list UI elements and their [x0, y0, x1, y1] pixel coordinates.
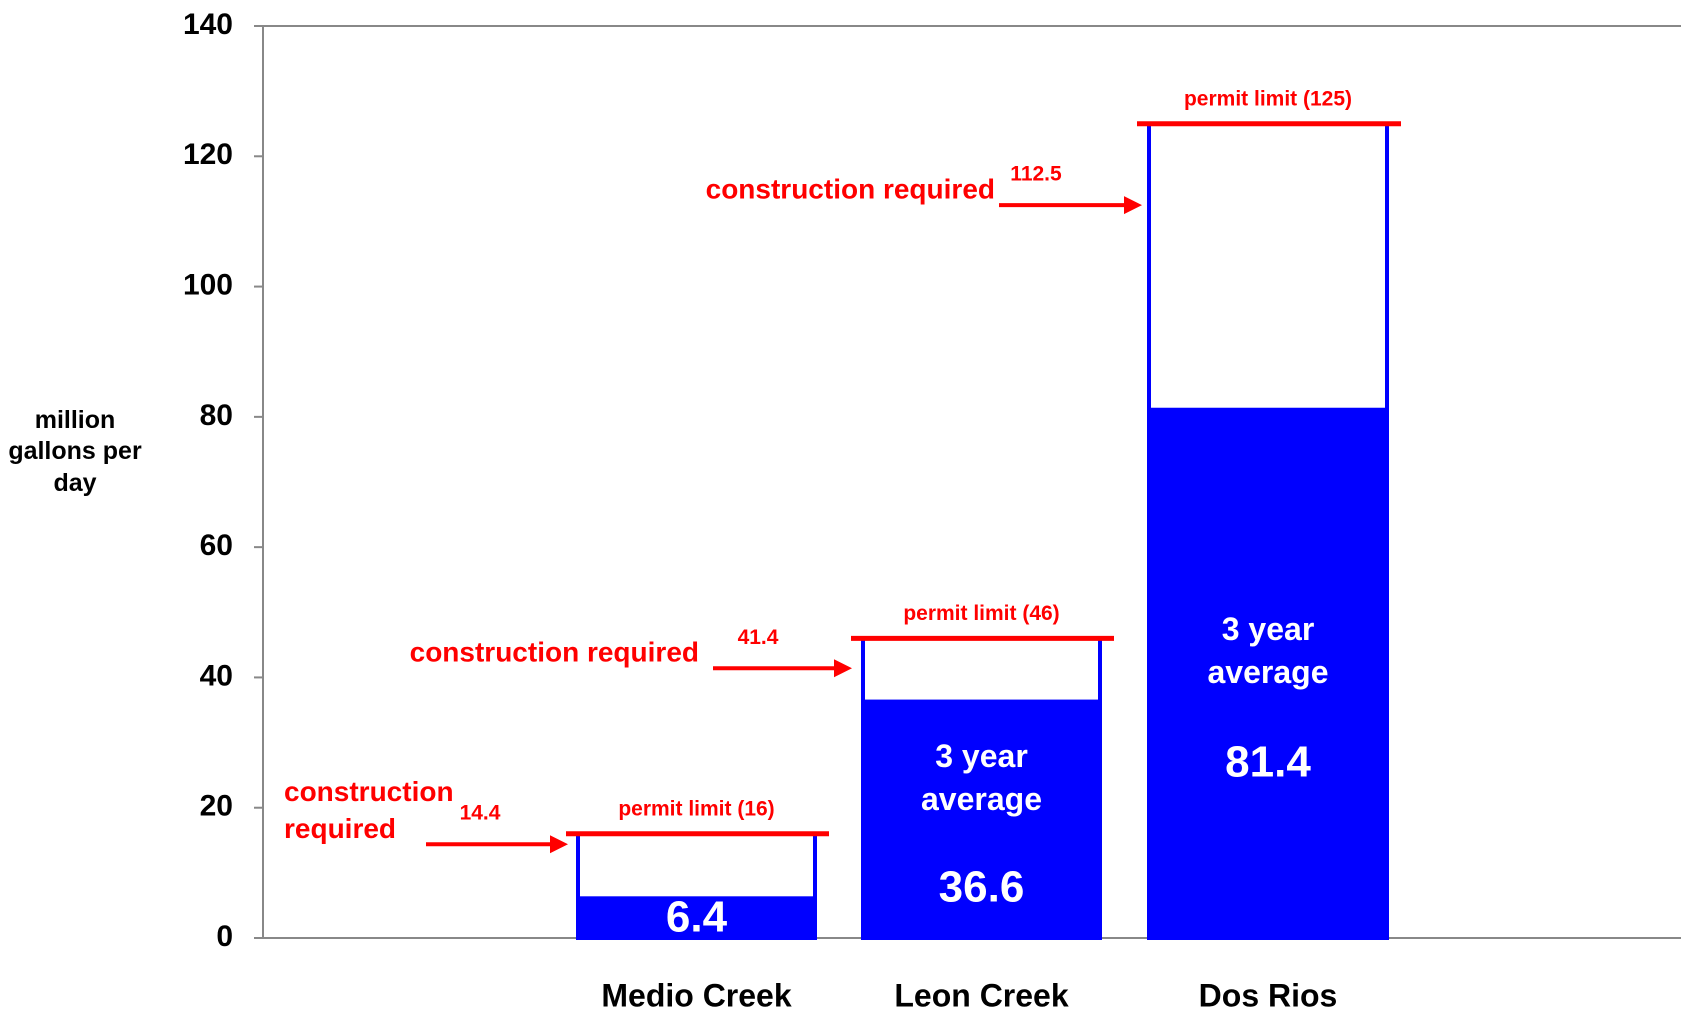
- construction-label-box: construction required: [284, 776, 454, 844]
- value-label: 6.4: [666, 893, 728, 942]
- permit-label: permit limit (125): [1184, 87, 1352, 110]
- average-label-box: 3 year average: [1207, 611, 1329, 691]
- construction-label: construction required: [706, 174, 995, 205]
- value-label: 81.4: [1225, 738, 1311, 787]
- construction-label: construction required: [410, 637, 699, 668]
- construction-value: 41.4: [738, 626, 779, 649]
- x-tick-label: Medio Creek: [601, 977, 791, 1013]
- arrow-head: [550, 835, 568, 854]
- arrow-head: [834, 659, 852, 678]
- x-tick-label: Dos Rios: [1199, 977, 1338, 1013]
- construction-label: construction required: [284, 776, 454, 844]
- construction-value: 112.5: [1010, 163, 1062, 186]
- y-tick-label: 40: [200, 659, 233, 692]
- y-axis-label: million gallons per day: [8, 406, 142, 497]
- y-tick-label: 120: [183, 138, 233, 171]
- value-label: 36.6: [939, 863, 1025, 912]
- y-tick-label: 0: [216, 920, 233, 953]
- permit-label: permit limit (16): [618, 797, 774, 820]
- average-label: 3 year average: [921, 738, 1042, 818]
- bar: [861, 699, 1102, 938]
- permit-label: permit limit (46): [903, 602, 1059, 625]
- arrow-head: [1124, 196, 1142, 215]
- y-tick-label: 140: [183, 8, 233, 41]
- y-label-box: million gallons per day: [8, 406, 142, 497]
- y-tick-label: 60: [200, 529, 233, 562]
- average-label: 3 year average: [1207, 611, 1329, 691]
- y-tick-label: 100: [183, 268, 233, 301]
- x-tick-label: Leon Creek: [894, 977, 1068, 1013]
- y-tick-label: 80: [200, 399, 233, 432]
- construction-value: 14.4: [460, 802, 501, 825]
- y-tick-label: 20: [200, 790, 233, 823]
- average-label-box: 3 year average: [921, 738, 1042, 818]
- bar: [1147, 407, 1389, 938]
- bar: [576, 896, 817, 938]
